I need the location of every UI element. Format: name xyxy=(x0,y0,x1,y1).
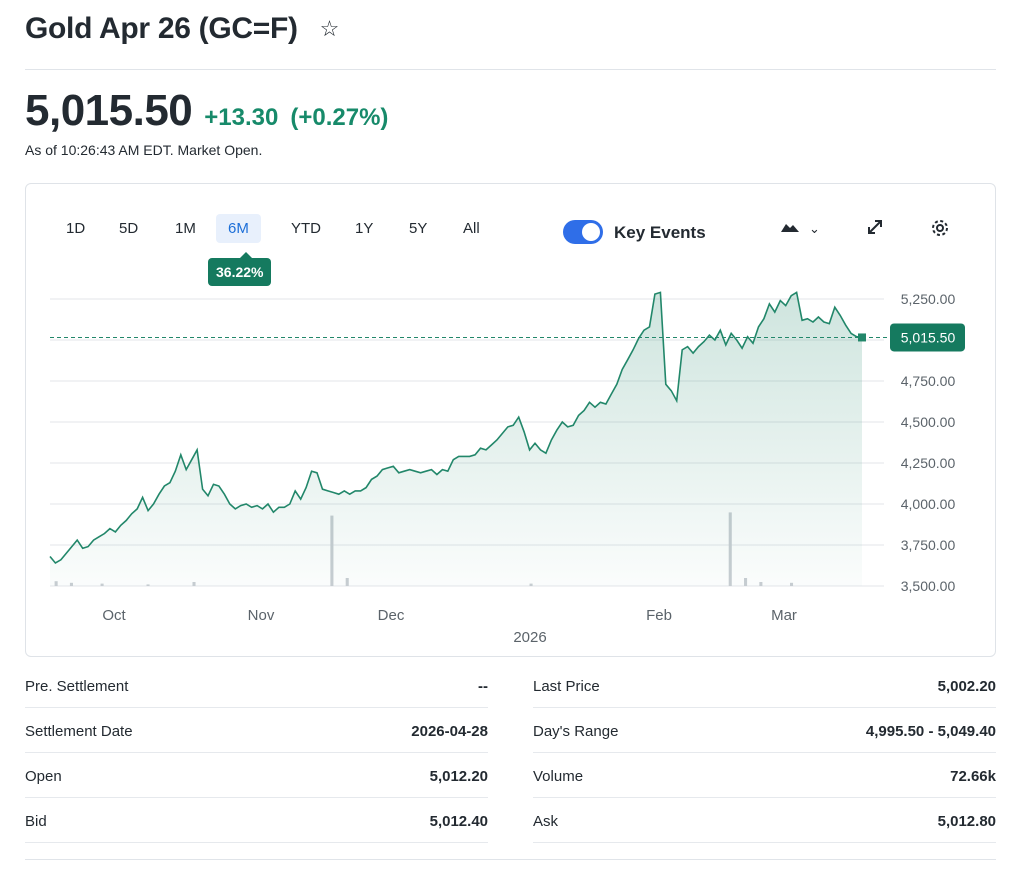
stat-label: Ask xyxy=(533,812,559,830)
stat-open: Open 5,012.20 xyxy=(25,754,488,798)
key-events-label: Key Events xyxy=(614,223,706,242)
stat-label: Settlement Date xyxy=(25,722,133,740)
chevron-down-icon[interactable]: ⌄ xyxy=(809,221,820,236)
stat-value: 4,995.50 - 5,049.40 xyxy=(865,722,996,740)
price-line xyxy=(49,291,863,565)
y-tick-label: 3,500.00 xyxy=(901,578,956,594)
range-all[interactable]: All xyxy=(463,220,480,237)
title-row: Gold Apr 26 (GC=F) ☆ xyxy=(25,12,339,46)
x-tick-label: Dec xyxy=(378,607,405,624)
stat-volume: Volume 72.66k xyxy=(533,754,996,798)
range-1y[interactable]: 1Y xyxy=(355,220,374,237)
row-divider xyxy=(533,842,996,843)
range-6m[interactable]: 6M xyxy=(216,214,261,243)
y-tick-label: 3,750.00 xyxy=(901,537,956,553)
stat-last-price: Last Price 5,002.20 xyxy=(533,664,996,708)
x-tick-label: Oct xyxy=(102,607,126,624)
stat-label: Bid xyxy=(25,812,47,830)
stat-settlement-date: Settlement Date 2026-04-28 xyxy=(25,709,488,753)
y-tick-label: 5,250.00 xyxy=(901,291,956,307)
x-tick-label: Mar xyxy=(771,607,797,624)
stat-value: -- xyxy=(478,677,488,695)
market-status: As of 10:26:43 AM EDT. Market Open. xyxy=(25,142,263,158)
price-change-percent: (+0.27%) xyxy=(290,104,389,131)
range-1m[interactable]: 1M xyxy=(175,220,196,237)
header-divider xyxy=(25,69,996,70)
quote-row: 5,015.50 +13.30 (+0.27%) xyxy=(25,86,388,136)
range-5d[interactable]: 5D xyxy=(119,220,139,237)
stat-label: Last Price xyxy=(533,677,600,695)
current-price: 5,015.50 xyxy=(25,86,193,135)
x-tick-label: Feb xyxy=(646,607,672,624)
y-tick-label: 4,500.00 xyxy=(901,414,956,430)
mountain-chart-icon[interactable] xyxy=(780,218,800,236)
stat-value: 5,002.20 xyxy=(937,677,996,695)
stat-value: 5,012.80 xyxy=(937,812,996,830)
stat-value: 5,012.40 xyxy=(429,812,488,830)
bottom-divider xyxy=(25,859,996,860)
chart-card: 1D 5D 1M 6M YTD 1Y 5Y All 36.22% Key Eve… xyxy=(25,183,996,657)
range-5y[interactable]: 5Y xyxy=(409,220,428,237)
stat-ask: Ask 5,012.80 xyxy=(533,799,996,843)
stat-label: Volume xyxy=(533,767,584,785)
stat-label: Pre. Settlement xyxy=(25,677,129,695)
page-title: Gold Apr 26 (GC=F) xyxy=(25,12,298,45)
stat-value: 5,012.20 xyxy=(429,767,488,785)
stat-label: Day's Range xyxy=(533,722,619,740)
range-1d[interactable]: 1D xyxy=(66,220,86,237)
stat-value: 72.66k xyxy=(950,767,996,785)
y-tick-label: 4,000.00 xyxy=(901,496,956,512)
performance-badge: 36.22% xyxy=(208,252,272,286)
row-divider xyxy=(25,752,488,753)
row-divider xyxy=(533,797,996,798)
row-divider xyxy=(25,797,488,798)
stat-label: Open xyxy=(25,767,62,785)
x-tick-label: Nov xyxy=(248,607,275,624)
row-divider xyxy=(25,842,488,843)
gear-icon[interactable] xyxy=(930,218,950,243)
star-icon[interactable]: ☆ xyxy=(319,16,340,41)
toggle-knob xyxy=(582,223,600,241)
y-tick-label: 4,750.00 xyxy=(901,373,956,389)
key-events-toggle[interactable] xyxy=(563,220,603,244)
row-divider xyxy=(533,752,996,753)
stat-pre-settlement: Pre. Settlement -- xyxy=(25,664,488,708)
current-price-tag xyxy=(890,323,965,352)
stat-value: 2026-04-28 xyxy=(411,722,488,740)
y-tick-label: 4,250.00 xyxy=(901,455,956,471)
row-divider xyxy=(25,707,488,708)
stat-bid: Bid 5,012.40 xyxy=(25,799,488,843)
x-year-label: 2026 xyxy=(513,629,546,646)
row-divider xyxy=(533,707,996,708)
price-chart[interactable]: 5,250.005,000.004,750.004,500.004,250.00… xyxy=(26,184,995,656)
current-price-marker xyxy=(858,333,866,342)
stat-days-range: Day's Range 4,995.50 - 5,049.40 xyxy=(533,709,996,753)
current-price-label: 5,015.50 xyxy=(901,329,956,345)
range-ytd[interactable]: YTD xyxy=(291,220,321,237)
price-change: +13.30 xyxy=(204,104,279,131)
expand-icon[interactable] xyxy=(866,218,884,241)
price-area xyxy=(50,292,862,586)
